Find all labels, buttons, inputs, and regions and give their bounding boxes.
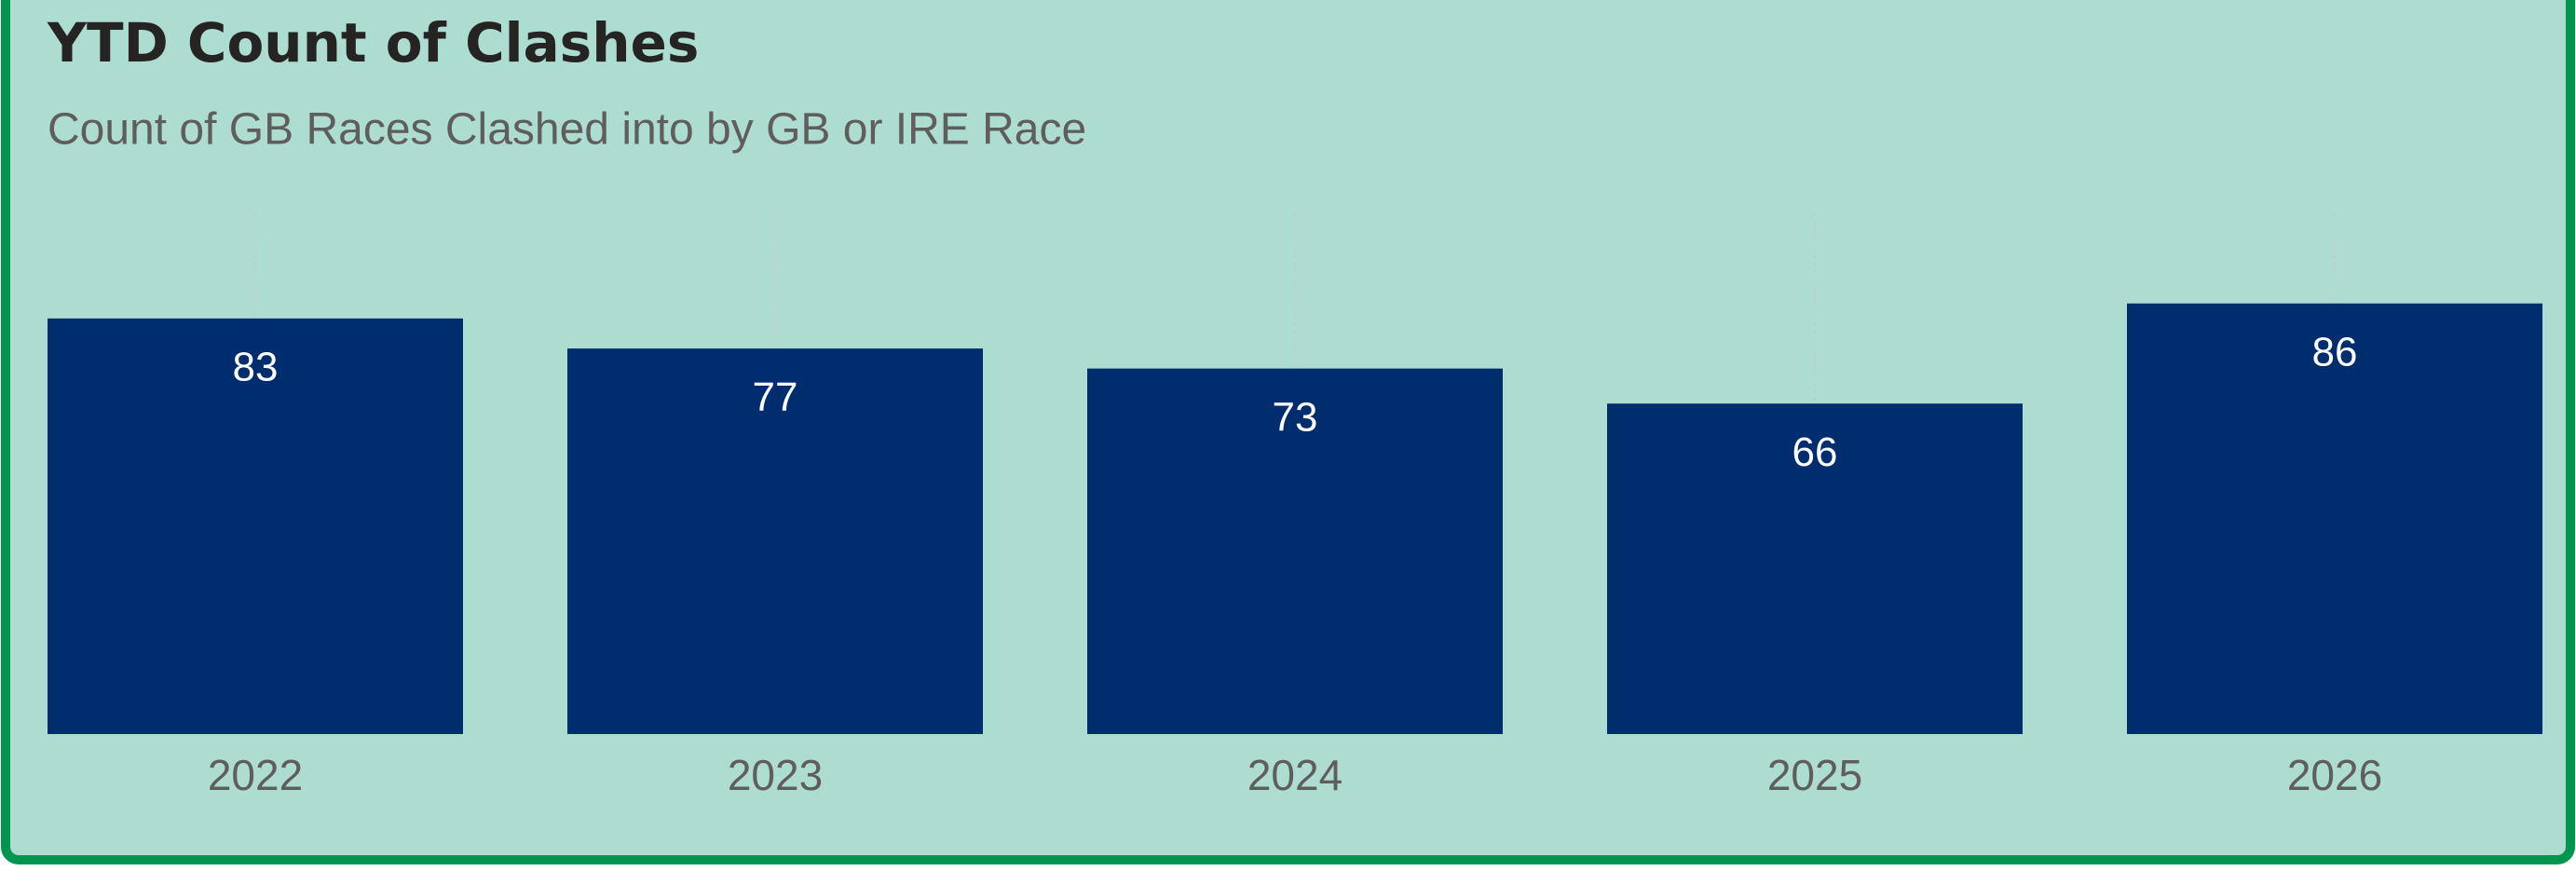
chart-subtitle: Count of GB Races Clashed into by GB or …	[48, 105, 1086, 155]
x-tick-label: 2024	[1247, 751, 1343, 799]
data-label: 77	[753, 374, 798, 420]
bar	[48, 318, 463, 734]
x-tick-label: 2022	[208, 751, 303, 799]
bar	[567, 348, 983, 734]
data-label: 73	[1273, 394, 1318, 440]
bar	[1607, 403, 2023, 734]
bar	[2127, 303, 2542, 734]
data-label: 66	[1792, 429, 1838, 475]
data-label: 86	[2312, 329, 2358, 374]
chart-title: YTD Count of Clashes	[47, 11, 699, 75]
x-tick-label: 2023	[728, 751, 823, 799]
x-tick-label: 2025	[1767, 751, 1862, 799]
x-tick-label: 2026	[2287, 751, 2382, 799]
bar	[1087, 368, 1503, 734]
data-label: 83	[233, 345, 279, 390]
